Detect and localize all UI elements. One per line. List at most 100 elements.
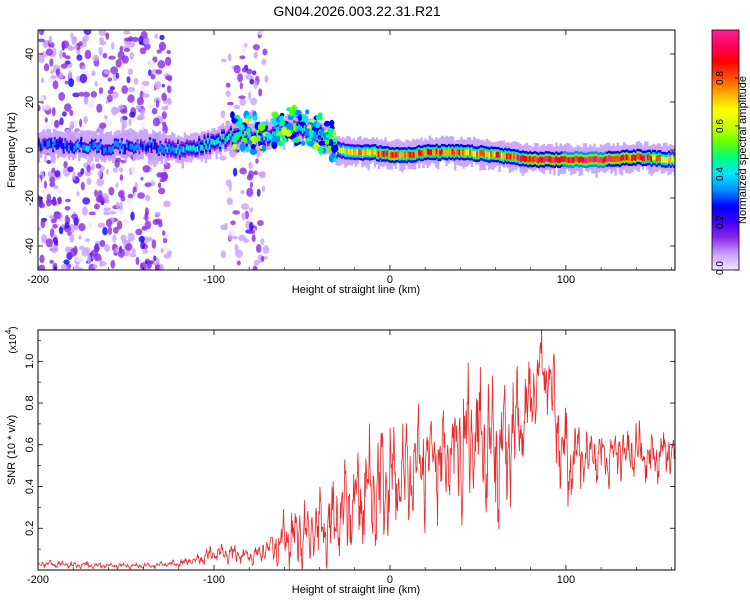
spectrogram-x-tick-label: -200: [27, 274, 49, 286]
spectrogram-cell: [253, 259, 260, 266]
spectrogram-cell: [81, 65, 86, 70]
colorbar-gradient: [712, 30, 739, 270]
spectrogram-cell: [257, 122, 266, 132]
spectrogram-cell: [585, 157, 588, 164]
spectrogram-cell: [592, 156, 595, 163]
spectrogram-cell: [127, 143, 130, 149]
spectrogram-cell: [530, 156, 533, 163]
spectrogram-cell: [251, 234, 256, 242]
spectrogram-cell: [286, 122, 294, 130]
spectrogram-cell: [273, 131, 276, 138]
spectrogram-cell: [38, 38, 45, 43]
spectrogram-cell: [228, 183, 232, 192]
spectrogram-cell: [453, 149, 456, 156]
spectrogram-cell: [49, 215, 55, 220]
spectrogram-cell: [144, 211, 149, 222]
spectrogram-cell: [61, 52, 66, 58]
spectrogram-cell: [537, 157, 540, 164]
spectrogram-cell: [68, 70, 73, 79]
spectrogram-cell: [86, 177, 92, 185]
spectrogram-cell: [509, 153, 512, 160]
snr-x-tick-label: 0: [387, 574, 393, 586]
spectrogram-cell: [411, 152, 414, 159]
spectrogram-cell: [625, 154, 628, 161]
spectrogram-cell: [38, 140, 41, 146]
spectrogram-cell: [68, 78, 75, 88]
spectrogram-cell: [119, 174, 124, 181]
spectrogram-cell: [82, 35, 89, 42]
spectrogram-cell: [90, 91, 98, 98]
spectrogram-cell: [386, 150, 389, 157]
spectrogram-cell: [248, 91, 252, 101]
spectrogram-cell: [423, 149, 426, 156]
spectrogram-cell: [139, 262, 144, 270]
spectrogram-cell: [504, 152, 507, 159]
spectrogram-cell: [108, 146, 111, 153]
spectrogram-cell: [523, 156, 526, 162]
spectrogram-cell: [659, 155, 662, 161]
spectrogram-cell: [356, 149, 359, 155]
spectrogram-cell: [170, 146, 173, 153]
spectrogram-cell: [73, 145, 76, 152]
spectrogram-cell: [53, 200, 58, 206]
spectrogram-cell: [120, 140, 123, 147]
spectrogram-cell: [277, 140, 284, 147]
spectrogram-cell: [194, 146, 197, 153]
spectrogram-cell: [367, 149, 370, 155]
spectrogram-cell: [253, 52, 258, 59]
spectrogram-cell: [65, 214, 69, 224]
spectrogram-cell: [92, 264, 98, 269]
spectrogram-cell: [57, 141, 60, 147]
spectrogram-cell: [574, 155, 577, 162]
spectrogram-cell: [139, 86, 145, 91]
spectrogram-cell: [175, 147, 178, 154]
spectrogram-cell: [56, 197, 62, 203]
spectrogram-cell: [94, 189, 98, 197]
figure-title: GN04.2026.003.22.31.R21: [273, 3, 441, 19]
spectrogram-cell: [38, 54, 45, 64]
spectrogram-cell: [100, 200, 105, 206]
spectrogram-cell: [148, 139, 152, 146]
spectrogram-cell: [567, 157, 570, 164]
spectrogram-cell: [551, 157, 554, 163]
spectrogram-cell: [425, 149, 428, 156]
spectrogram-cell: [138, 235, 145, 243]
spectrogram-cell: [115, 140, 118, 147]
spectrogram-cell: [231, 117, 239, 124]
spectrogram-cell: [128, 118, 132, 126]
snr-scale-label: (x104): [4, 326, 19, 353]
spectrogram-cell: [39, 254, 45, 264]
spectrogram-cell: [244, 118, 252, 123]
spectrogram-cell: [439, 150, 442, 156]
spectrogram-cell: [377, 151, 380, 157]
spectrogram-cell: [249, 181, 253, 189]
spectrogram-cell: [157, 182, 162, 189]
spectrogram-cell: [288, 107, 294, 117]
spectrogram-cell: [131, 248, 136, 254]
spectrogram-cell: [448, 148, 451, 155]
spectrogram-cell: [129, 143, 132, 150]
colorbar-tick-label: 0.0: [715, 261, 726, 275]
spectrogram-cell: [161, 92, 167, 101]
spectrogram-cell: [39, 144, 42, 151]
spectrogram-cell: [67, 145, 71, 151]
spectrogram-cell: [83, 30, 92, 36]
spectrogram-cell: [249, 221, 254, 231]
spectrogram-cell: [86, 164, 91, 173]
spectrogram-cell: [226, 197, 233, 206]
spectrogram-cell: [136, 97, 144, 106]
snr-series-line: [38, 330, 675, 570]
spectrogram-cell: [114, 247, 120, 254]
spectrogram-cell: [353, 149, 356, 156]
spectrogram-cell: [333, 137, 338, 143]
spectrogram-cell: [275, 131, 282, 137]
spectrogram-cell: [64, 103, 72, 112]
spectrogram-cell: [159, 265, 164, 270]
spectrogram-cell: [148, 69, 152, 76]
spectrogram-cell: [76, 257, 84, 263]
spectrogram-cell: [62, 145, 65, 152]
spectrogram-cell: [458, 149, 461, 156]
spectrogram-cell: [634, 155, 637, 161]
